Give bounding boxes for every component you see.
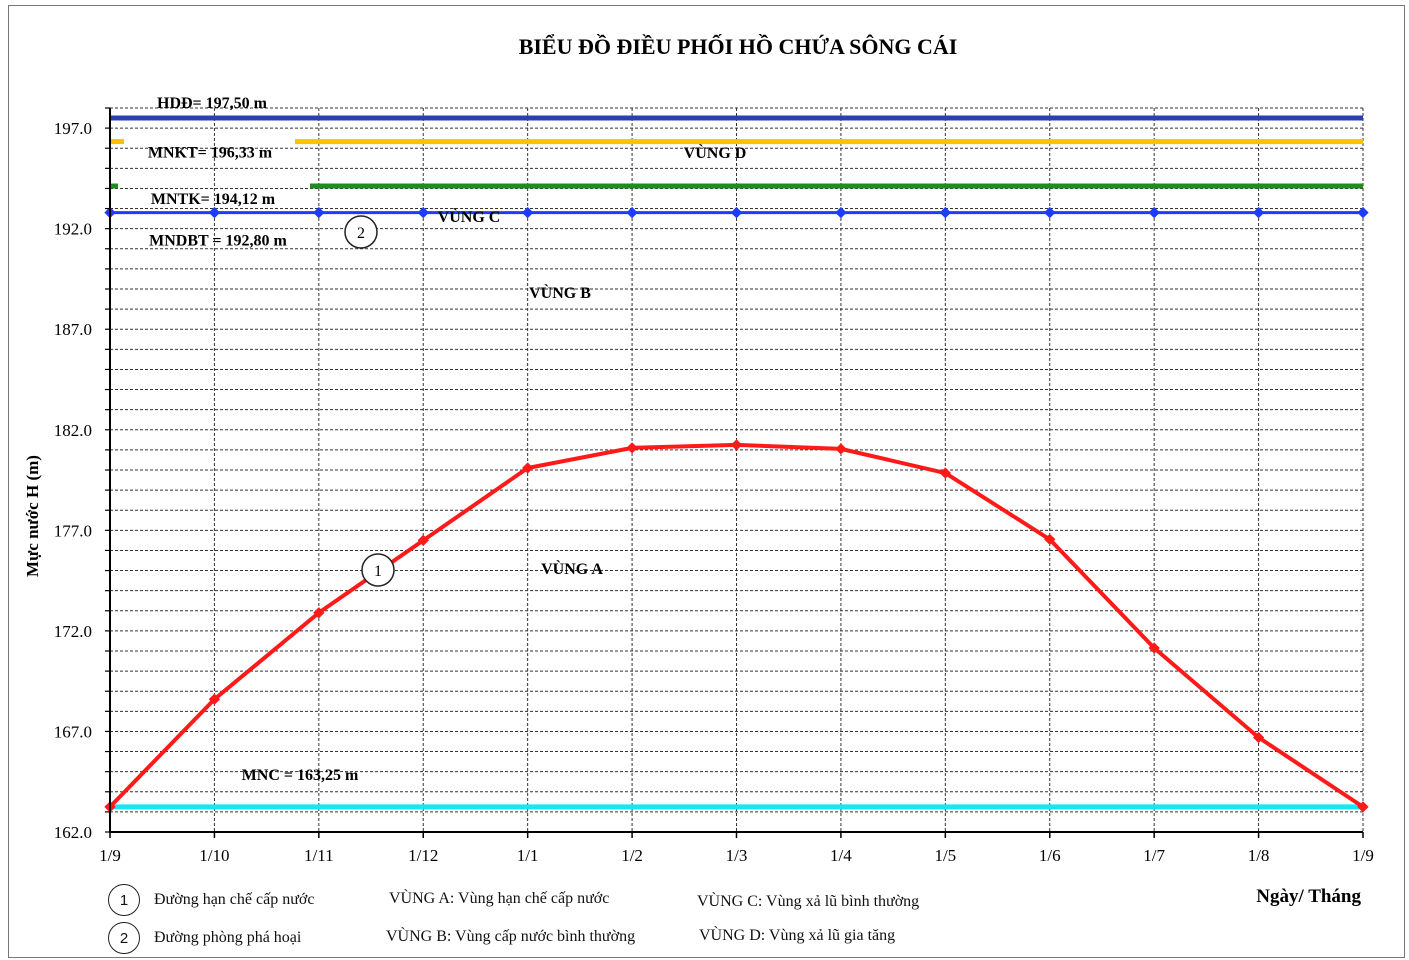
zone-label: VÙNG B bbox=[529, 283, 591, 302]
level-lines bbox=[110, 115, 1363, 810]
y-axis-label: Mực nước H (m) bbox=[23, 455, 42, 577]
zone-label: VÙNG D bbox=[684, 143, 747, 162]
x-tick-label: 1/9 bbox=[99, 846, 121, 865]
series-point bbox=[1357, 206, 1369, 219]
legend-line-1-text: Đường hạn chế cấp nước bbox=[154, 891, 315, 908]
x-tick-label: 1/4 bbox=[830, 846, 852, 865]
line-marker-circle bbox=[344, 215, 378, 249]
zone-label: VÙNG A bbox=[541, 559, 603, 578]
x-tick-label: 1/1 bbox=[517, 846, 539, 865]
series-point bbox=[417, 206, 429, 219]
series-point bbox=[208, 693, 221, 705]
series-point bbox=[835, 443, 847, 455]
series-point bbox=[1148, 206, 1160, 219]
series-point bbox=[522, 206, 534, 219]
y-tick-label: 197.0 bbox=[54, 119, 92, 138]
level-label: MNC = 163,25 m bbox=[242, 767, 359, 784]
chart-axes bbox=[105, 107, 1364, 838]
legend-marker-2: 2 bbox=[108, 922, 140, 954]
line-marker-circle bbox=[361, 553, 395, 587]
x-tick-label: 1/9 bbox=[1352, 846, 1374, 865]
x-axis-label: Ngày/ Tháng bbox=[1256, 886, 1361, 907]
x-tick-label: 1/12 bbox=[408, 846, 438, 865]
series-lines bbox=[104, 206, 1369, 813]
series-point bbox=[1357, 801, 1369, 813]
series-point bbox=[1252, 206, 1265, 219]
legend-zone-a: VÙNG A: Vùng hạn chế cấp nước bbox=[389, 890, 610, 907]
series-point bbox=[730, 439, 743, 451]
y-tick-label: 182.0 bbox=[54, 421, 92, 440]
level-label: MNDBT = 192,80 m bbox=[149, 233, 287, 250]
chart-title: BIỂU ĐỒ ĐIỀU PHỐI HỒ CHỨA SÔNG CÁI bbox=[519, 34, 958, 59]
series-point bbox=[1148, 642, 1160, 654]
level-label: MNKT= 196,33 m bbox=[148, 145, 273, 162]
x-tick-label: 1/3 bbox=[726, 846, 748, 865]
x-tick-label: 1/7 bbox=[1143, 846, 1165, 865]
x-tick-label: 1/8 bbox=[1248, 846, 1270, 865]
x-tick-label: 1/2 bbox=[621, 846, 643, 865]
chart-frame bbox=[8, 5, 1405, 958]
level-label: HDĐ= 197,50 m bbox=[157, 95, 268, 112]
y-tick-label: 162.0 bbox=[54, 823, 92, 842]
legend-marker-1: 1 bbox=[108, 884, 140, 916]
series-point bbox=[1044, 206, 1056, 219]
series-point bbox=[730, 206, 743, 219]
series-point bbox=[626, 206, 638, 219]
legend-line-2-text: Đường phòng phá hoại bbox=[154, 929, 302, 946]
series-point bbox=[313, 206, 325, 219]
y-tick-label: 172.0 bbox=[54, 622, 92, 641]
legend-line-2: 2 Đường phòng phá hoại bbox=[108, 922, 301, 954]
y-tick-label: 167.0 bbox=[54, 722, 92, 741]
series-point bbox=[939, 206, 951, 219]
series-point bbox=[626, 442, 638, 454]
x-tick-label: 1/6 bbox=[1039, 846, 1061, 865]
line-marker-number: 2 bbox=[357, 225, 365, 242]
legend-zone-c: VÙNG C: Vùng xả lũ bình thường bbox=[697, 893, 920, 910]
legend-line-1: 1 Đường hạn chế cấp nước bbox=[108, 884, 314, 916]
series-point bbox=[1252, 731, 1265, 744]
chart-labels: 162.0 167.0 172.0 177.0 182.0 187.0 192.0 197.0… bbox=[54, 95, 1374, 865]
series-point bbox=[939, 467, 951, 479]
series-point bbox=[313, 607, 325, 619]
series-point bbox=[835, 206, 847, 219]
series-point bbox=[208, 206, 221, 219]
series-point bbox=[522, 462, 534, 474]
x-tick-label: 1/5 bbox=[934, 846, 956, 865]
x-tick-label: 1/10 bbox=[199, 846, 229, 865]
series-point bbox=[1044, 533, 1056, 546]
legend-zone-d: VÙNG D: Vùng xả lũ gia tăng bbox=[699, 927, 896, 944]
y-tick-label: 177.0 bbox=[54, 521, 92, 540]
legend-zone-b: VÙNG B: Vùng cấp nước bình thường bbox=[386, 928, 636, 945]
line-marker-number: 1 bbox=[374, 563, 382, 580]
y-tick-label: 192.0 bbox=[54, 220, 92, 239]
zone-label: VÙNG C bbox=[438, 207, 501, 226]
chart-grid bbox=[110, 107, 1364, 832]
level-label: MNTK= 194,12 m bbox=[151, 191, 276, 208]
y-tick-label: 187.0 bbox=[54, 320, 92, 339]
series-point bbox=[417, 534, 429, 547]
x-tick-label: 1/11 bbox=[304, 846, 334, 865]
